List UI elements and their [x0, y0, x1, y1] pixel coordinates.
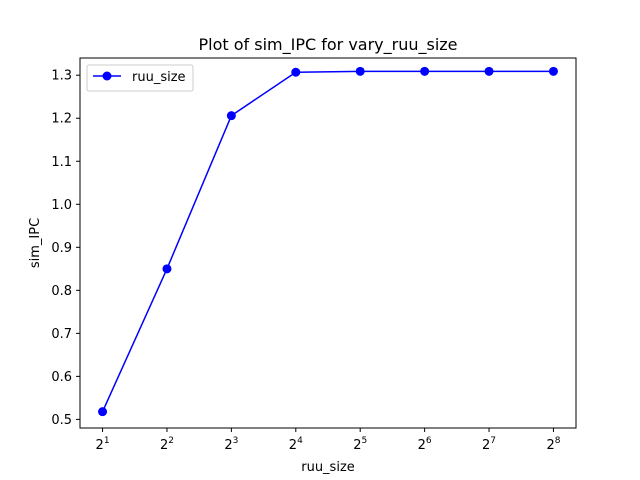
y-tick-label: 0.5 [51, 413, 72, 428]
y-tick-label: 1.3 [51, 69, 72, 84]
y-tick-label: 1.2 [51, 112, 72, 127]
data-point [98, 407, 108, 417]
series-layer [98, 66, 558, 417]
y-axis-label: sim_IPC [28, 218, 43, 268]
y-tick-label: 1.1 [51, 155, 72, 170]
x-tick-label: 23 [224, 436, 238, 453]
data-point [420, 66, 430, 76]
x-axis: 21 22 23 24 25 26 27 28 [96, 428, 561, 453]
series-line [101, 70, 554, 412]
legend-entry: ruu_size [132, 70, 186, 85]
legend-box [86, 64, 194, 92]
legend-marker [102, 71, 112, 81]
y-axis: 0.5 0.6 0.7 0.8 0.9 1.0 1.1 1.2 1.3 [51, 69, 80, 428]
x-tick-label: 24 [289, 436, 303, 453]
data-point [162, 264, 172, 274]
data-point [484, 66, 494, 76]
x-tick-label: 27 [482, 436, 496, 453]
data-point [355, 66, 365, 76]
x-tick-label: 21 [96, 436, 110, 453]
data-point [548, 66, 558, 76]
y-tick-label: 0.9 [51, 241, 72, 256]
legend: ruu_size [86, 64, 194, 92]
y-tick-label: 0.6 [51, 370, 72, 385]
plot-area [79, 57, 577, 429]
plot-background [80, 58, 576, 428]
y-tick-label: 0.8 [51, 284, 72, 299]
plot-frame [79, 57, 577, 429]
x-tick-label: 22 [160, 436, 174, 453]
data-point [226, 111, 236, 121]
y-tick-label: 1.0 [51, 198, 72, 213]
x-tick-label: 28 [546, 436, 560, 453]
y-tick-label: 0.7 [51, 327, 72, 342]
x-axis-label: ruu_size [301, 460, 355, 475]
x-tick-label: 25 [353, 436, 367, 453]
chart-title: Plot of sim_IPC for vary_ruu_size [198, 35, 457, 55]
x-tick-label: 26 [418, 436, 432, 453]
data-point [291, 67, 301, 77]
